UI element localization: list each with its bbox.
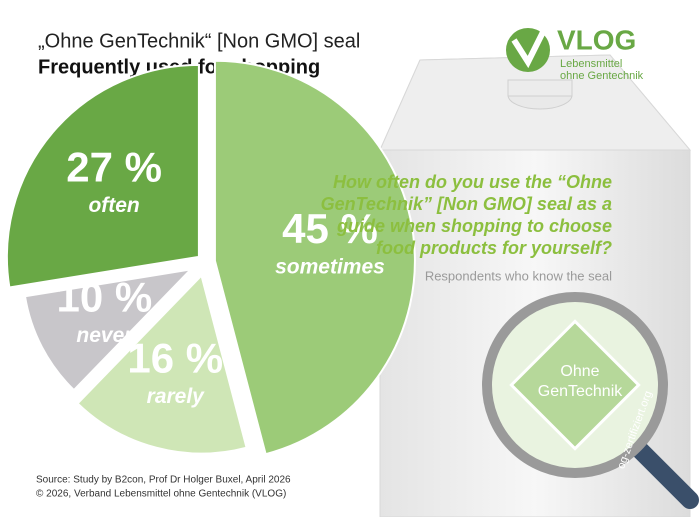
category-label: sometimes (275, 255, 385, 278)
logo-name: VLOG (557, 24, 636, 55)
question-line: guide when shopping to choose (336, 216, 612, 236)
value-label: 27 % (66, 144, 162, 191)
source: © 2026, Verband Lebensmittel ohne Gentec… (36, 489, 286, 500)
pie-slice (213, 59, 416, 456)
value-label: 45 % (282, 205, 378, 252)
logo-mark (506, 26, 550, 72)
question-line: How often do you use the “Ohne (333, 172, 612, 192)
value-label: 16 % (127, 334, 223, 381)
seal-text: Ohne (560, 363, 599, 380)
category-label: rarely (147, 385, 206, 408)
magnifier (482, 292, 699, 509)
logo-text: Lebensmittel (560, 58, 622, 70)
question-line: GenTechnik” [Non GMO] seal as a (321, 194, 612, 214)
question-line: food products for yourself? (376, 238, 612, 258)
source: Source: Study by B2con, Prof Dr Holger B… (36, 475, 291, 486)
pie-slice (23, 267, 194, 392)
value-label: 10 % (57, 274, 153, 321)
note: Respondents who know the seal (425, 268, 612, 283)
category-label: never (76, 324, 134, 347)
pie-slice (5, 63, 200, 289)
pie-slice (76, 273, 248, 455)
category-label: often (88, 194, 139, 217)
logo-text: ohne Gentechnik (560, 70, 644, 82)
pie: 45 % sometimes 16 % rarely 10 % never 27 % ofte… (5, 59, 416, 456)
chart-title: „Ohne GenTechnik“ [Non GMO] seal (38, 30, 360, 52)
seal-text: GenTechnik (538, 383, 623, 400)
